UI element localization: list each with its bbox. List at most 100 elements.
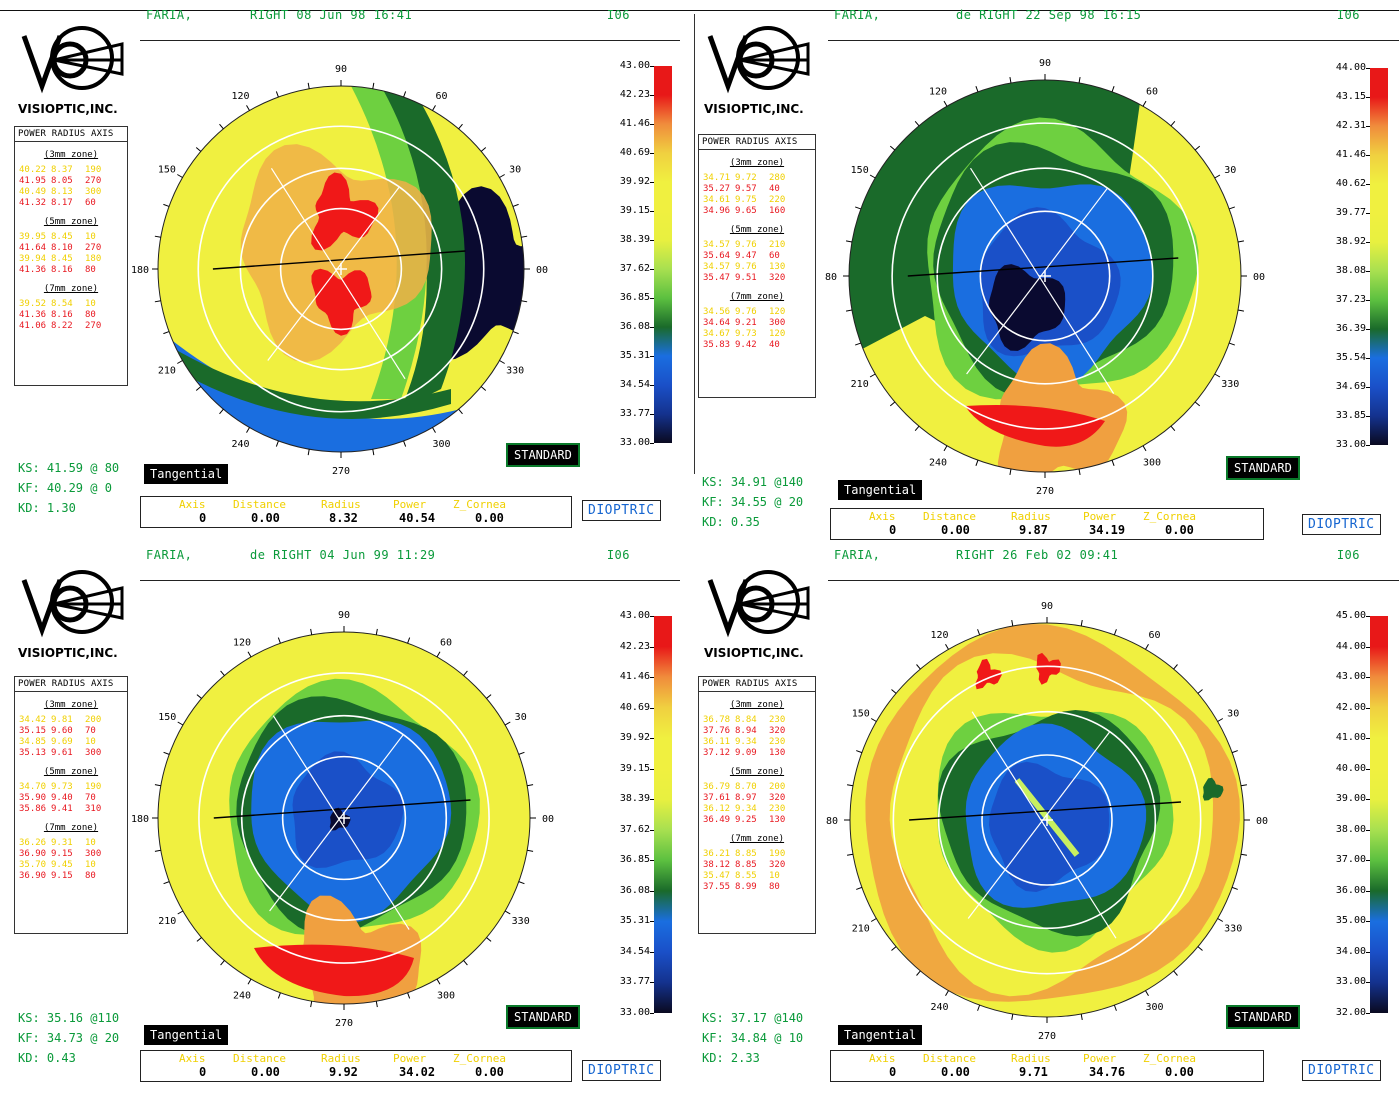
scale-label: 33.00 — [619, 437, 650, 448]
scale-tick — [1366, 242, 1370, 243]
scale-label: 38.39 — [619, 793, 650, 804]
power-value: 37.55 — [703, 882, 731, 892]
radius-value: 9.42 — [735, 340, 757, 350]
axis-value: 80 — [85, 871, 96, 881]
scale-tick — [1366, 1012, 1370, 1014]
axis-value: 320 — [769, 273, 786, 283]
scale-tick — [1366, 677, 1370, 678]
angle-label: 240 — [233, 991, 251, 1002]
angle-label: 120 — [231, 91, 249, 102]
info-label: Axis — [869, 510, 896, 523]
zone-row: 34.85 9.69 10 — [15, 737, 127, 748]
radius-value: 8.17 — [51, 198, 73, 208]
radius-value: 9.31 — [51, 838, 73, 848]
scale-tick — [650, 890, 654, 892]
radius-value: 8.84 — [735, 715, 757, 725]
zone-row: 41.36 8.16 80 — [15, 265, 127, 276]
brand-name: VISIOPTIC,INC. — [704, 646, 804, 660]
info-label: Radius — [1011, 510, 1051, 523]
zone-row: 37.12 9.09 130 — [699, 748, 815, 759]
scale-label: 35.31 — [619, 350, 650, 361]
scale-tick — [1366, 738, 1370, 739]
axis-value: 130 — [769, 262, 786, 272]
zone-row: 39.95 8.45 10 — [15, 232, 127, 243]
zone-row: 41.36 8.16 80 — [15, 310, 127, 321]
scale-label: 42.23 — [619, 640, 650, 652]
info-value: 0 — [199, 511, 207, 525]
angle-label: 180 — [131, 265, 149, 276]
dioptric-units-button[interactable]: DIOPTRIC — [582, 1060, 661, 1081]
zone-heading: (3mm zone) — [729, 158, 785, 168]
info-value: 34.19 — [1089, 523, 1126, 537]
standard-button[interactable]: STANDARD — [506, 443, 580, 467]
angle-label: 330 — [512, 916, 530, 927]
tangential-mode-label[interactable]: Tangential — [144, 464, 229, 484]
power-value: 36.90 — [19, 849, 47, 859]
scale-tick — [650, 211, 654, 212]
visioptic-eye-icon — [21, 570, 124, 638]
angle-label: 120 — [233, 637, 251, 648]
info-label: Distance — [233, 1052, 286, 1065]
scale-label: 39.92 — [619, 176, 650, 187]
scale-label: 43.00 — [1335, 671, 1366, 682]
zone-heading: (7mm zone) — [43, 284, 99, 294]
radius-value: 8.05 — [51, 176, 73, 186]
radius-value: 8.22 — [51, 321, 73, 331]
axis-value: 80 — [85, 265, 96, 275]
kf-value: KF: 34.73 @ 20 — [18, 1031, 120, 1045]
ks-value: KS: 35.16 @110 — [18, 1011, 120, 1025]
scale-label: 33.00 — [619, 1006, 650, 1018]
zone-heading: (7mm zone) — [729, 834, 785, 844]
scale-tick — [1366, 646, 1370, 648]
panel-header: FARIA, RIGHT 08 Jun 98 16:41 I06 — [140, 4, 680, 41]
angle-label: 90 — [1041, 601, 1053, 612]
dioptric-units-button[interactable]: DIOPTRIC — [582, 500, 661, 521]
radius-value: 9.41 — [51, 804, 73, 814]
angle-label: 80 — [825, 272, 837, 283]
patient-name: FARIA, — [834, 8, 881, 22]
angle-label: 240 — [231, 439, 249, 450]
dioptric-units-button[interactable]: DIOPTRIC — [1302, 1060, 1381, 1081]
scale-tick — [1366, 445, 1370, 446]
tangential-mode-label[interactable]: Tangential — [144, 1025, 229, 1045]
scale-label: 43.00 — [619, 60, 650, 71]
radius-value: 9.76 — [735, 307, 757, 317]
visioptic-logo: VISIOPTIC,INC. — [18, 562, 138, 660]
tangential-mode-label[interactable]: Tangential — [838, 1025, 923, 1045]
scale-label: 36.39 — [1335, 323, 1366, 334]
scale-label: 38.39 — [619, 234, 650, 245]
scale-label: 40.69 — [619, 147, 650, 158]
radius-value: 8.55 — [735, 871, 757, 881]
axis-value: 40 — [769, 184, 780, 194]
zone-row: 36.90 9.15 80 — [15, 871, 127, 882]
scale-label: 37.23 — [1335, 294, 1366, 305]
standard-button[interactable]: STANDARD — [1226, 1005, 1300, 1029]
standard-button[interactable]: STANDARD — [1226, 456, 1300, 480]
scale-tick — [650, 269, 654, 270]
scale-tick — [650, 95, 654, 96]
power-value: 34.42 — [19, 715, 47, 725]
info-label: Radius — [321, 1052, 361, 1065]
angle-label: 60 — [1146, 87, 1158, 98]
angle-label: 80 — [826, 816, 838, 827]
axis-value: 200 — [85, 715, 102, 725]
power-color-scale: 43.00 42.23 41.46 40.69 39.92 39.15 38.39 37.62… — [600, 60, 672, 558]
radius-value: 9.73 — [51, 782, 73, 792]
zone-row: 35.15 9.60 70 — [15, 726, 127, 737]
power-value: 35.13 — [19, 748, 47, 758]
cursor-info-bar: Axis Distance Radius Power Z_Cornea 0 0.00 9.92… — [140, 1050, 572, 1082]
scale-label: 34.54 — [619, 945, 650, 957]
scale-bar — [654, 616, 672, 1013]
tangential-mode-label[interactable]: Tangential — [838, 480, 923, 500]
power-value: 40.22 — [19, 165, 47, 175]
standard-button[interactable]: STANDARD — [506, 1005, 580, 1029]
angle-label: 90 — [1039, 58, 1051, 69]
scale-tick — [1366, 799, 1370, 800]
scale-tick — [650, 646, 654, 648]
zone-row: 34.61 9.75 220 — [699, 195, 815, 206]
power-value: 35.27 — [703, 184, 731, 194]
power-value: 34.67 — [703, 329, 731, 339]
dioptric-units-button[interactable]: DIOPTRIC — [1302, 514, 1381, 535]
zone-row: 34.67 9.73 120 — [699, 329, 815, 340]
zone-row: 34.57 9.76 210 — [699, 240, 815, 251]
